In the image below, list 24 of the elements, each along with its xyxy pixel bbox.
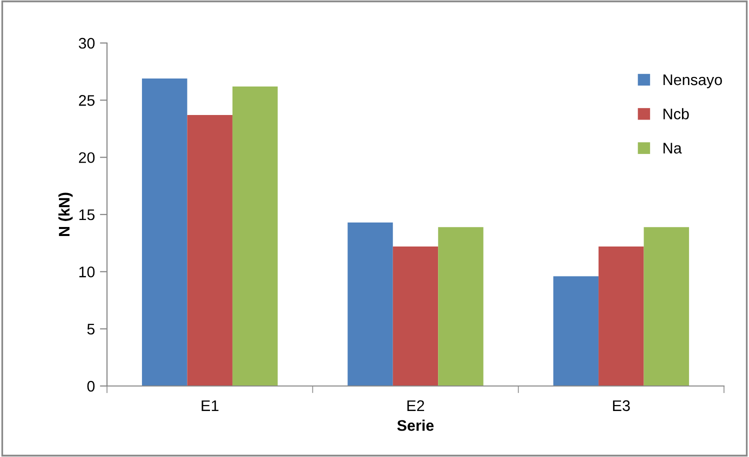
bar xyxy=(553,276,599,386)
y-tick-label: 5 xyxy=(87,324,95,335)
bar xyxy=(644,227,690,386)
bar xyxy=(187,115,232,386)
x-tick-label: E2 xyxy=(407,400,424,411)
y-tick-label: 30 xyxy=(78,38,95,49)
y-axis-title: N (kN) xyxy=(58,192,73,236)
bar xyxy=(142,78,188,386)
bar xyxy=(438,227,484,386)
y-tick-label: 20 xyxy=(78,152,95,164)
bar xyxy=(392,246,438,386)
legend-label: Ncb xyxy=(664,108,689,120)
x-tick-label: E3 xyxy=(613,400,630,412)
bar xyxy=(348,222,393,386)
legend-label: Nensayo xyxy=(664,74,722,88)
bar xyxy=(232,86,278,386)
y-tick-label: 0 xyxy=(87,380,95,392)
y-tick-label: 25 xyxy=(78,95,95,106)
y-tick-label: 15 xyxy=(79,210,95,220)
y-tick-label: 10 xyxy=(79,266,95,278)
x-tick-label: E1 xyxy=(202,400,218,411)
legend-label: Na xyxy=(664,142,682,154)
bar xyxy=(598,246,644,386)
x-axis-title: Serie xyxy=(397,420,434,431)
